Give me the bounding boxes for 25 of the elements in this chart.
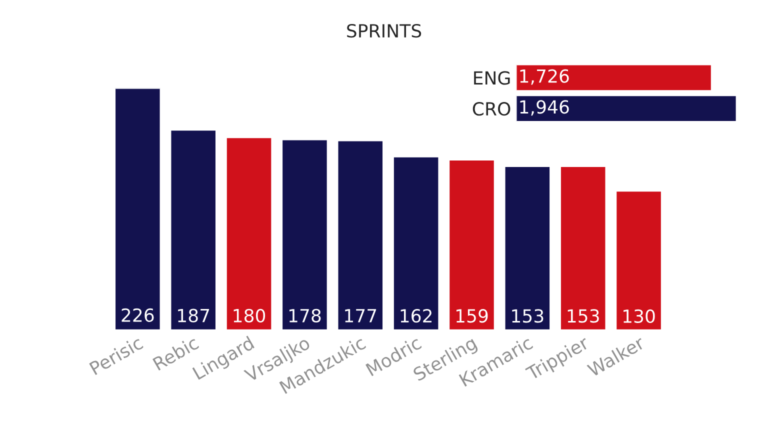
bar <box>170 129 217 330</box>
data-label: 153 <box>512 309 544 323</box>
bar <box>448 159 496 330</box>
bar <box>392 156 440 330</box>
data-label: 1,946 <box>520 100 569 116</box>
data-label: 180 <box>234 308 266 322</box>
chart-title: SPRINTS <box>347 24 422 38</box>
bar <box>560 166 607 330</box>
bar <box>114 88 162 330</box>
data-label: 1,726 <box>520 69 569 85</box>
bar <box>504 166 551 330</box>
data-label: 178 <box>289 308 321 323</box>
bar <box>226 136 273 330</box>
data-label: 187 <box>178 308 210 322</box>
y-tick-label: CRO <box>472 102 510 116</box>
bar <box>281 138 328 330</box>
y-tick-label: ENG <box>474 71 510 85</box>
data-label: 162 <box>400 309 432 323</box>
data-label: 159 <box>456 309 488 323</box>
bar <box>336 140 384 330</box>
bar <box>615 190 662 330</box>
data-label: 177 <box>345 309 376 322</box>
data-label: 130 <box>624 309 655 324</box>
data-label: 153 <box>568 309 599 323</box>
data-label: 226 <box>122 308 154 322</box>
